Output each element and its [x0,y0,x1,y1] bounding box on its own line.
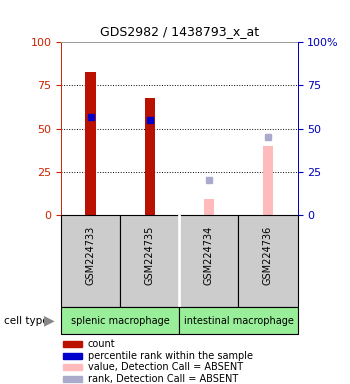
Bar [61,215,120,307]
Text: ▶: ▶ [44,314,54,328]
Text: GSM224736: GSM224736 [263,226,273,285]
Bar [85,71,96,215]
Bar [120,215,179,307]
Bar [238,215,298,307]
Bar [63,364,82,370]
Title: GDS2982 / 1438793_x_at: GDS2982 / 1438793_x_at [100,25,259,38]
Text: percentile rank within the sample: percentile rank within the sample [88,351,252,361]
Bar [63,341,82,347]
Bar [180,307,298,334]
Text: splenic macrophage: splenic macrophage [71,316,170,326]
Bar [204,200,214,215]
Bar [180,215,238,307]
Bar [63,376,82,382]
Text: GSM224734: GSM224734 [204,226,214,285]
Text: count: count [88,339,115,349]
Text: cell type: cell type [4,316,48,326]
Text: GSM224735: GSM224735 [145,226,155,285]
Text: intestinal macrophage: intestinal macrophage [183,316,293,326]
Bar [61,307,180,334]
Text: rank, Detection Call = ABSENT: rank, Detection Call = ABSENT [88,374,238,384]
Text: GSM224733: GSM224733 [86,226,96,285]
Bar [145,98,155,215]
Text: value, Detection Call = ABSENT: value, Detection Call = ABSENT [88,362,243,372]
Bar [63,353,82,359]
Bar [262,146,273,215]
